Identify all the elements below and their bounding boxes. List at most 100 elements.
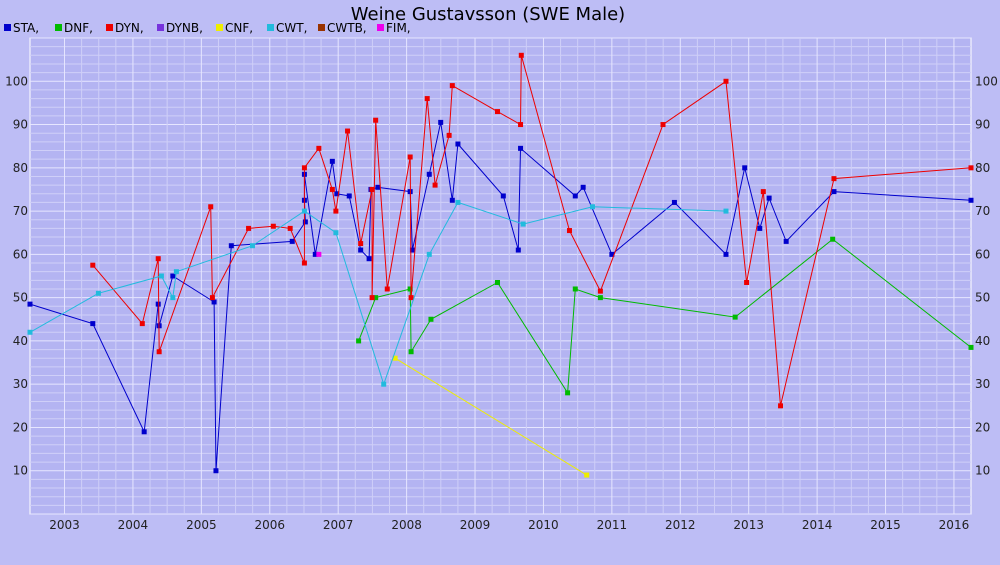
data-point-sta xyxy=(518,145,524,151)
data-point-sta xyxy=(580,184,586,190)
x-tick-label: 2013 xyxy=(733,518,764,532)
data-point-cwt xyxy=(723,208,729,214)
data-point-sta xyxy=(375,184,381,190)
x-tick-label: 2003 xyxy=(49,518,80,532)
data-point-sta xyxy=(366,256,372,262)
data-point-sta xyxy=(228,243,234,249)
data-point-sta xyxy=(334,191,340,197)
data-point-dyn xyxy=(287,225,293,231)
y-tick-label-right: 100 xyxy=(975,74,998,88)
data-point-dnf xyxy=(495,279,501,285)
data-point-dyn xyxy=(358,241,364,247)
series-cwt xyxy=(27,199,729,387)
data-point-sta xyxy=(426,171,432,177)
data-point-dnf xyxy=(356,338,362,344)
y-tick-label-right: 90 xyxy=(975,118,990,132)
x-tick-label: 2011 xyxy=(597,518,628,532)
legend-swatch-dyn xyxy=(106,24,113,31)
data-point-dyn xyxy=(384,286,390,292)
data-point-dyn xyxy=(301,165,307,171)
x-tick-label: 2008 xyxy=(391,518,422,532)
data-point-cwt xyxy=(426,251,432,257)
series-line-cnf xyxy=(394,357,587,476)
data-point-sta xyxy=(572,193,578,199)
x-tick-label: 2009 xyxy=(460,518,491,532)
legend-label-dynb: DYNB, xyxy=(166,21,203,35)
data-point-cwt xyxy=(301,208,307,214)
plot-area xyxy=(29,37,972,515)
data-point-dnf xyxy=(572,286,578,292)
data-point-sta xyxy=(723,251,729,257)
data-point-fim xyxy=(316,251,322,257)
data-point-dyn xyxy=(139,321,145,327)
data-point-sta xyxy=(671,199,677,205)
data-point-cnf xyxy=(392,355,398,361)
data-point-dyn xyxy=(301,260,307,266)
data-point-cwt xyxy=(173,269,179,275)
data-point-cwt xyxy=(455,199,461,205)
data-point-sta xyxy=(449,197,455,203)
data-point-dyn xyxy=(744,279,750,285)
data-point-dyn xyxy=(90,262,96,268)
data-point-dnf xyxy=(830,236,836,242)
y-tick-label-right: 70 xyxy=(975,204,990,218)
data-point-dnf xyxy=(565,390,571,396)
data-point-cwt xyxy=(590,204,596,210)
legend-label-cwt: CWT, xyxy=(276,21,307,35)
series-line-dyn xyxy=(92,55,972,406)
x-tick-label: 2016 xyxy=(939,518,970,532)
y-tick-label-left: 40 xyxy=(13,334,28,348)
data-point-cwt xyxy=(381,381,387,387)
grid xyxy=(30,37,971,515)
data-point-sta xyxy=(358,247,364,253)
data-point-sta xyxy=(141,429,147,435)
data-point-dyn xyxy=(518,122,524,128)
data-point-dyn xyxy=(209,295,215,301)
data-point-sta xyxy=(312,251,318,257)
data-point-cwt xyxy=(333,230,339,236)
data-point-dyn xyxy=(270,223,276,229)
data-point-dyn xyxy=(408,295,414,301)
data-point-cwt xyxy=(170,295,176,301)
y-tick-label-right: 10 xyxy=(975,464,990,478)
data-point-sta xyxy=(757,225,763,231)
data-point-cwt xyxy=(249,243,255,249)
data-point-sta xyxy=(211,299,217,305)
data-point-sta xyxy=(409,247,415,253)
data-point-dyn xyxy=(316,145,322,151)
data-point-cnf xyxy=(584,472,590,478)
y-tick-label-left: 90 xyxy=(13,118,28,132)
y-tick-label-right: 60 xyxy=(975,247,990,261)
data-point-sta xyxy=(968,197,974,203)
y-tick-label-right: 40 xyxy=(975,334,990,348)
data-point-sta xyxy=(289,238,295,244)
legend-swatch-sta xyxy=(4,24,11,31)
series-dnf xyxy=(356,236,974,396)
series-dyn xyxy=(90,52,974,409)
data-point-dyn xyxy=(968,165,974,171)
data-point-dnf xyxy=(428,316,434,322)
x-tick-label: 2005 xyxy=(186,518,217,532)
data-point-sta xyxy=(438,119,444,125)
legend-swatch-cwtb xyxy=(318,24,325,31)
data-point-dyn xyxy=(407,154,413,160)
legend-label-sta: STA, xyxy=(13,21,39,35)
y-tick-label-left: 10 xyxy=(13,464,28,478)
data-point-dyn xyxy=(424,96,430,102)
data-point-dyn xyxy=(446,132,452,138)
data-point-sta xyxy=(609,251,615,257)
y-tick-label-left: 50 xyxy=(13,291,28,305)
data-point-dyn xyxy=(723,78,729,84)
data-point-sta xyxy=(831,189,837,195)
data-point-dyn xyxy=(345,128,351,134)
legend-label-dyn: DYN, xyxy=(115,21,144,35)
x-axis-ticks: 2003 2004 2005 2006 2007 2008 2009 2010 2011 2012… xyxy=(49,518,969,532)
data-point-sta xyxy=(742,165,748,171)
data-point-sta xyxy=(90,321,96,327)
legend: STA, DNF, DYN, DYNB, CNF, CWT, CWTB, FIM, xyxy=(4,21,411,35)
y-tick-label-left: 80 xyxy=(13,161,28,175)
series-cnf xyxy=(392,355,590,478)
data-point-cwt xyxy=(27,329,33,335)
series-line-dnf xyxy=(358,238,972,395)
